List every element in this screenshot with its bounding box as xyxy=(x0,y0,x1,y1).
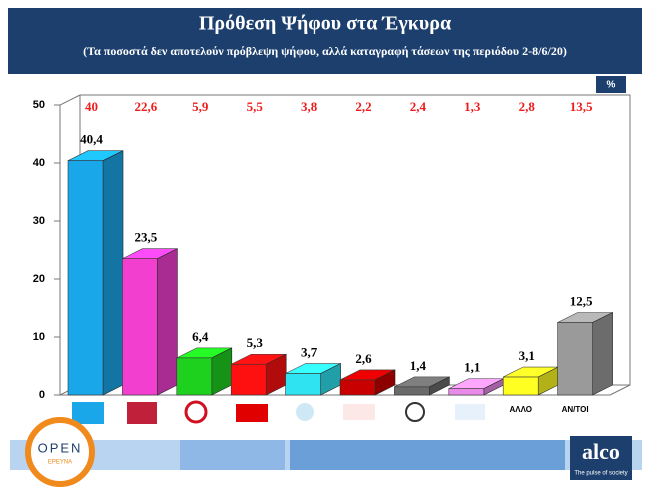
unit-badge xyxy=(596,76,626,93)
bar xyxy=(176,357,213,396)
party-logo xyxy=(296,403,314,421)
party-logo xyxy=(405,402,425,422)
data-label: 3,7 xyxy=(301,345,318,360)
data-label: 23,5 xyxy=(135,230,158,245)
party-logo xyxy=(236,404,268,422)
bar xyxy=(339,379,376,396)
x-tick-label: ΑΝ/ΤΟΙ xyxy=(562,405,589,414)
chart-title: Πρόθεση Ψήφου στα Έγκυρα xyxy=(199,13,451,35)
brand-name: alco xyxy=(582,439,620,464)
bar-side xyxy=(592,312,613,396)
data-label: 6,4 xyxy=(192,329,209,344)
bar xyxy=(394,386,430,396)
bar xyxy=(557,322,593,396)
comparison-label: 1,3 xyxy=(464,99,481,114)
party-logo xyxy=(127,402,157,424)
brand-tagline: The pulse of society xyxy=(574,471,627,477)
data-label: 5,3 xyxy=(247,335,264,350)
footer-band xyxy=(180,440,285,470)
data-label: 3,1 xyxy=(519,348,535,363)
comparison-label: 22,6 xyxy=(135,99,158,114)
bar xyxy=(285,373,321,396)
y-tick-label: 30 xyxy=(33,215,45,227)
header-band xyxy=(8,8,642,74)
comparison-label: 3,8 xyxy=(301,99,318,114)
comparison-label: 5,5 xyxy=(247,99,264,114)
party-logo xyxy=(72,402,104,424)
bar xyxy=(67,160,104,396)
data-label: 40,4 xyxy=(80,132,103,147)
bar xyxy=(448,388,485,396)
comparison-label: 2,8 xyxy=(519,99,536,114)
bar-side xyxy=(102,150,124,396)
comparison-label: 5,9 xyxy=(192,99,209,114)
party-logo xyxy=(184,400,208,424)
partner-sub: ΕΡΕΥΝΑ xyxy=(48,460,72,466)
logos xyxy=(72,400,485,424)
footer-band xyxy=(290,440,565,470)
comparison-label: 2,2 xyxy=(355,99,371,114)
comparison-label: 40 xyxy=(85,99,98,114)
party-logo xyxy=(455,404,485,420)
bar xyxy=(122,258,158,396)
x-tick-label: ΑΛΛΟ xyxy=(509,405,531,414)
y-tick-label: 10 xyxy=(33,331,45,343)
chart-subtitle: (Τα ποσοστά δεν αποτελούν πρόβλεψη ψήφου… xyxy=(83,44,567,58)
comparison-label: 2,4 xyxy=(410,99,427,114)
floor-edge xyxy=(609,384,631,396)
bar xyxy=(230,363,267,396)
data-label: 1,4 xyxy=(410,358,427,373)
comparison-label: 13,5 xyxy=(570,99,593,114)
bar xyxy=(502,376,539,396)
bar-side xyxy=(157,248,178,396)
data-label: 2,6 xyxy=(355,351,372,366)
partner-name: OPEN xyxy=(38,440,83,455)
data-label: 12,5 xyxy=(570,293,593,308)
brand-box xyxy=(570,436,632,480)
partner-logo xyxy=(25,417,95,487)
party-logo xyxy=(343,404,375,420)
y-tick-label: 20 xyxy=(33,273,45,285)
data-label: 1,1 xyxy=(464,360,480,375)
y-tick-label: 40 xyxy=(33,157,45,169)
y-tick-label: 0 xyxy=(39,389,45,401)
y-tick-label: 50 xyxy=(33,99,45,111)
unit-label: % xyxy=(607,80,616,91)
